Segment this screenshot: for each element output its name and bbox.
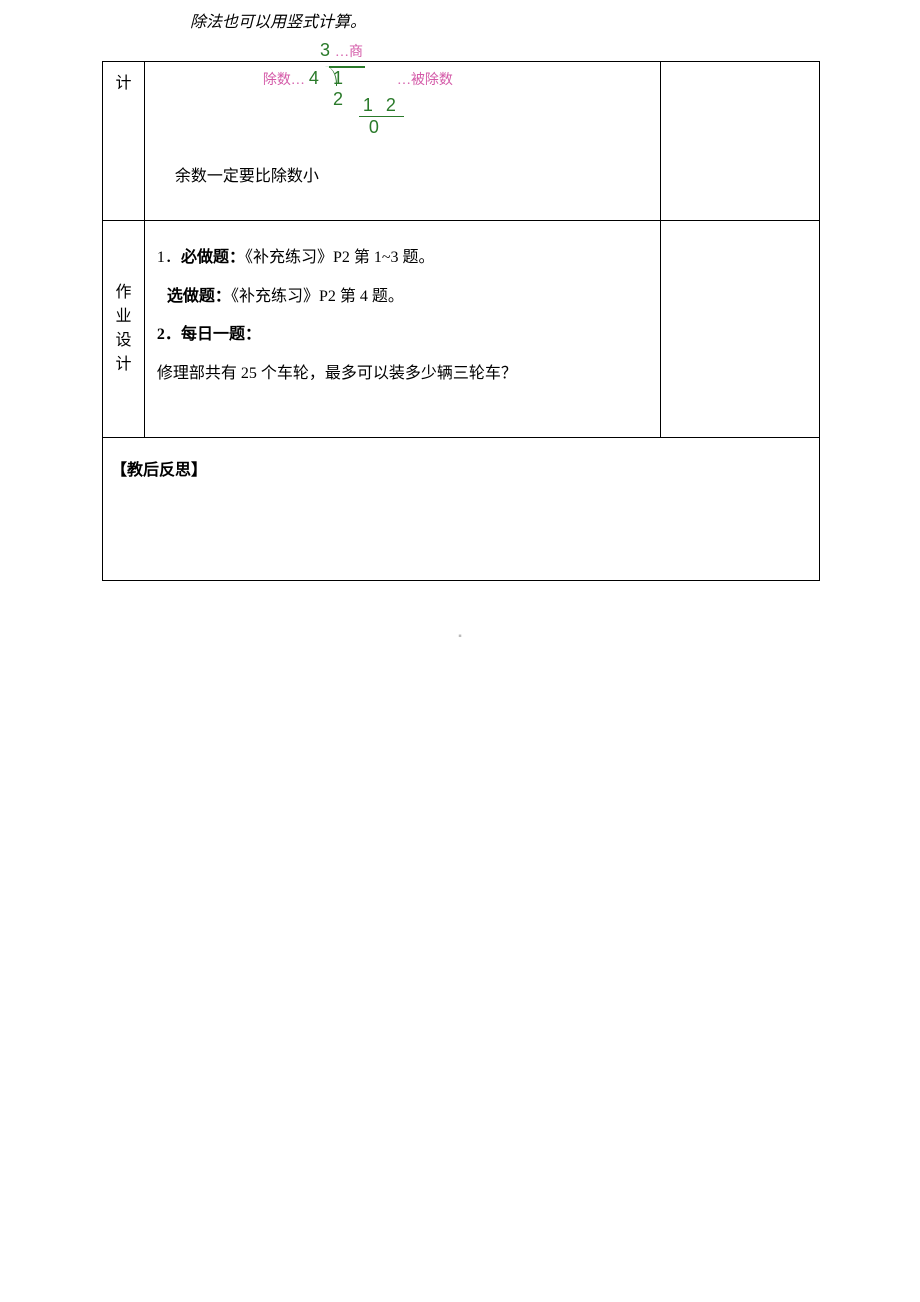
remainder-note: 余数一定要比除数小: [157, 138, 648, 196]
calc-row-content: 除数… 4 1 2 …被除数 1 2 0 余数一定要比除数小: [144, 62, 660, 221]
homework-right-cell: [660, 221, 819, 438]
hw-item3-label: 每日一题：: [181, 326, 261, 343]
hw-item1-label: 必做题：: [181, 249, 245, 266]
hw-item3-prefix: 2．: [157, 326, 181, 343]
intro-text: 除法也可以用竖式计算。: [0, 0, 920, 40]
hw-item2-text: 《补充练习》P2 第 4 题。: [231, 288, 404, 305]
long-division-diagram: 3 …商: [102, 40, 820, 61]
dividend-label: …被除数: [397, 73, 453, 88]
hw-item-2: 选做题：《补充练习》P2 第 4 题。: [157, 278, 648, 316]
quotient-label: …商: [335, 45, 363, 60]
calc-label: 计: [107, 72, 140, 96]
quotient-value: 3: [320, 40, 330, 60]
hw-item1-prefix: 1．: [157, 249, 181, 266]
hw-item2-label: 选做题：: [167, 288, 231, 305]
reflection-label: 【教后反思】: [111, 462, 207, 479]
reflection-row: 【教后反思】: [103, 437, 820, 580]
long-division-bracket: 1 2: [323, 69, 365, 91]
footer-mark: ▪: [0, 581, 920, 642]
reflection-cell: 【教后反思】: [103, 437, 820, 580]
hw-item-3-text: 修理部共有 25 个车轮，最多可以装多少辆三轮车？: [157, 355, 648, 393]
hw-item1-text: 《补充练习》P2 第 1~3 题。: [245, 249, 435, 266]
remainder-value: 0: [369, 117, 379, 137]
subtrahend-value: 1 2: [359, 95, 404, 117]
divisor-value: 4: [309, 68, 319, 88]
homework-row: 作 业 设 计 1．必做题：《补充练习》P2 第 1~3 题。 选做题：《补充练…: [103, 221, 820, 438]
hw-item-3: 2．每日一题：: [157, 316, 648, 354]
hw-label-1: 作: [107, 281, 140, 305]
homework-content: 1．必做题：《补充练习》P2 第 1~3 题。 选做题：《补充练习》P2 第 4…: [144, 221, 660, 438]
homework-label-cell: 作 业 设 计: [103, 221, 145, 438]
hw-label-3: 设: [107, 329, 140, 353]
divisor-label: 除数…: [263, 73, 305, 88]
calc-row-label-cell: 计: [103, 62, 145, 221]
hw-item-1: 1．必做题：《补充练习》P2 第 1~3 题。: [157, 239, 648, 277]
lesson-table: 计 除数… 4 1 2 …被除数 1 2 0: [102, 61, 820, 581]
calc-row-right-cell: [660, 62, 819, 221]
dividend-value: 1 2: [333, 68, 365, 110]
hw-label-2: 业: [107, 305, 140, 329]
calc-row: 计 除数… 4 1 2 …被除数 1 2 0: [103, 62, 820, 221]
hw-label-4: 计: [107, 353, 140, 377]
